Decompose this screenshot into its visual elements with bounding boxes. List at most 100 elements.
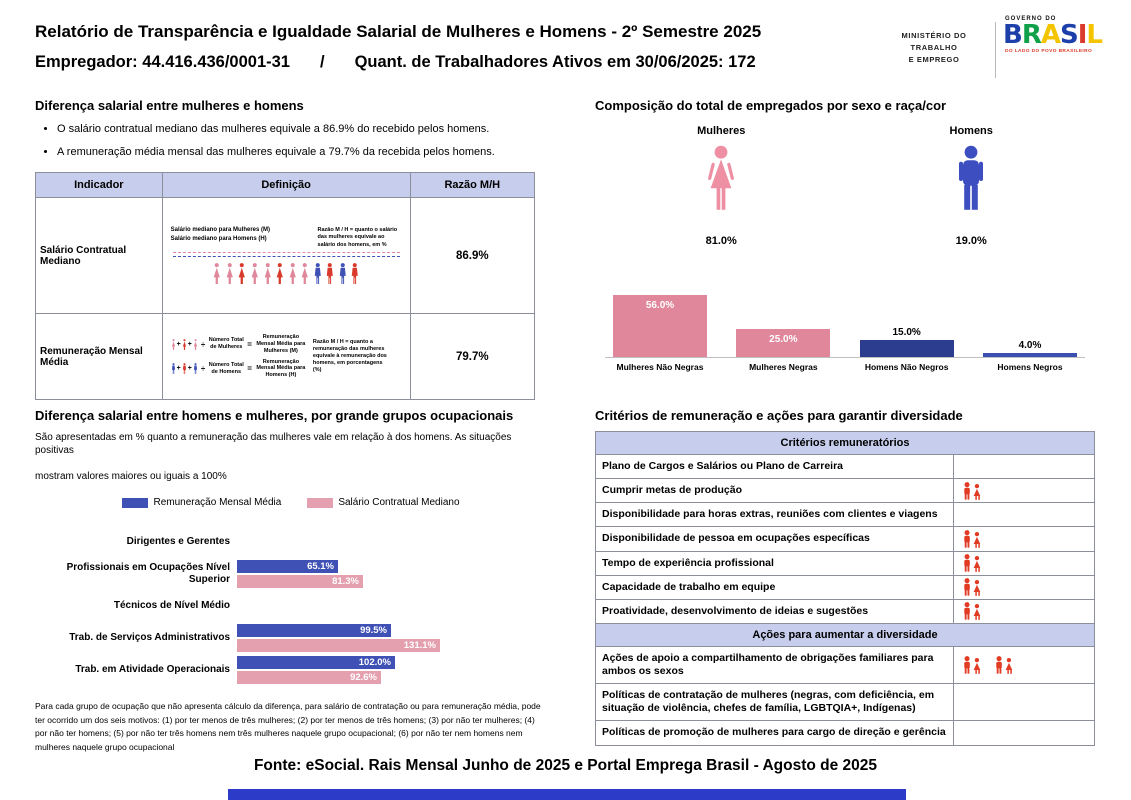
ministry-line: TRABALHO [910, 43, 958, 52]
occupational-footnote: Para cada grupo de ocupação que não apre… [35, 701, 541, 752]
median-women-label: Salário mediano para Mulheres (M) [170, 227, 270, 234]
women-label: Mulheres [697, 125, 746, 137]
women-group: Mulheres 81.0% [697, 125, 745, 247]
composition-title: Composição do total de empregados por se… [595, 98, 947, 113]
occupational-row-2: Técnicos de Nível Médio [35, 590, 547, 622]
active-workers: Quant. de Trabalhadores Ativos em 30/06/… [354, 53, 756, 71]
bar [982, 353, 1077, 357]
legend-swatch-blue [122, 497, 149, 508]
bar [859, 340, 954, 357]
female-person-icon [301, 262, 308, 284]
definition-diagram-average: + + ÷ Número Total de Mulheres = Remunera… [161, 313, 411, 400]
criteria-label: Cumprir metas de produção [595, 478, 954, 504]
ratio-note: Razão M / H = quanto a remuneração das m… [312, 338, 387, 374]
occupational-category-label: Profissionais em Ocupações Nível Superio… [66, 562, 230, 585]
divide-sign: ÷ [200, 364, 206, 374]
composition-bar-group-2: 15.0% Homens Não Negros [859, 271, 954, 372]
criteria-label: Políticas de promoção de mulheres para c… [595, 720, 954, 746]
criteria-label: Ações de apoio a compartilhamento de obr… [595, 645, 954, 685]
criteria-indicator-cell [953, 453, 1095, 480]
occupational-row-1: Profissionais em Ocupações Nível Superio… [35, 558, 547, 590]
composition-bar-chart: 56.0% Mulheres Não Negras 25.0% Mulheres Ne… [595, 271, 1095, 372]
criteria-section-header: Ações para aumentar a diversidade [595, 622, 1095, 647]
bar-value-label: 102.0% [358, 657, 391, 668]
criteria-label: Plano de Cargos e Salários ou Plano de C… [595, 453, 954, 480]
female-person-icon [264, 262, 271, 284]
criteria-label: Disponibilidade para horas extras, reuni… [595, 502, 954, 528]
logo-divider [995, 22, 996, 78]
female-person-icon [226, 262, 233, 284]
table-row-average-pay: Remuneração Mensal Média + + ÷ Número Tot… [35, 313, 536, 400]
equals-sign: = [247, 364, 252, 374]
criteria-title: Critérios de remuneração e ações para ga… [595, 408, 963, 423]
composition-section: Composição do total de empregados por se… [595, 98, 1095, 372]
result-women: Remuneração Mensal Média para Mulheres (… [256, 333, 306, 354]
occupational-section: Diferença salarial entre homens e mulher… [35, 408, 547, 754]
salary-gap-bullets: O salário contratual mediano das mulhere… [57, 123, 537, 158]
diversity-people-icon [964, 656, 981, 674]
men-label: Homens [949, 125, 993, 137]
ministry-line: MINISTÉRIO DO [901, 31, 967, 40]
employer-line: Empregador: 44.416.436/0001-31 / Quant. … [35, 53, 756, 72]
female-person-icon [239, 262, 246, 284]
bar-salario-mediano: 92.6% [237, 671, 381, 684]
criteria-row: Tempo de experiência profissional [595, 550, 1095, 576]
female-person-icon [171, 338, 175, 350]
criteria-label: Proatividade, desenvolvimento de ideias … [595, 598, 954, 624]
divisor-women: Número Total de Mulheres [208, 337, 244, 351]
female-person-icon [193, 338, 197, 350]
legend-item-remuneracao: Remuneração Mensal Média [122, 497, 281, 508]
gov-brasil-logo: GOVERNO DO BRASIL DO LADO DO POVO BRASIL… [1003, 16, 1113, 54]
occupational-subtitle: São apresentadas em % quanto a remuneraç… [35, 432, 512, 482]
composition-bar-group-0: 56.0% Mulheres Não Negras [613, 271, 707, 372]
bottom-blue-bar [228, 789, 906, 800]
occupational-title: Diferença salarial entre homens e mulher… [35, 408, 514, 423]
criteria-table: Critérios remuneratórios Plano de Cargos … [595, 431, 1095, 746]
occupational-legend: Remuneração Mensal Média Salário Contrat… [35, 497, 547, 508]
composition-bar-group-1: 25.0% Mulheres Negras [736, 271, 831, 372]
operator-sign: + [176, 365, 181, 373]
col-definicao: Definição [161, 172, 411, 198]
dashed-line-women [172, 251, 400, 253]
dashed-line-men [172, 255, 400, 257]
male-person-icon [314, 262, 321, 284]
criteria-indicator-cell [953, 550, 1095, 576]
criteria-row: Políticas de contratação de mulheres (ne… [595, 683, 1095, 722]
operator-sign: + [176, 340, 181, 348]
female-person-icon [289, 262, 296, 284]
table-row-median-salary: Salário Contratual Mediano Salário media… [35, 197, 536, 314]
criteria-indicator-cell [953, 720, 1095, 746]
diversity-people-icon [996, 656, 1013, 674]
separator: / [320, 53, 325, 71]
female-person-icon [276, 262, 283, 284]
criteria-indicator-cell [953, 502, 1095, 528]
criteria-section-header-row: Ações para aumentar a diversidade [595, 622, 1095, 647]
criteria-row: Cumprir metas de produção [595, 478, 1095, 504]
occupational-category-label: Técnicos de Nível Médio [113, 600, 230, 611]
result-men: Remuneração Mensal Média para Homens (H) [256, 358, 306, 379]
bar-salario-mediano: 81.3% [237, 575, 363, 588]
gov-logo-letter: R [1021, 20, 1042, 50]
bar-remuneracao-media: 65.1% [237, 560, 338, 573]
composition-bar-group-3: 4.0% Homens Negros [982, 271, 1077, 372]
operator-sign: + [187, 365, 192, 373]
occupational-row-0: Dirigentes e Gerentes [35, 526, 547, 558]
criteria-row: Proatividade, desenvolvimento de ideias … [595, 598, 1095, 624]
salary-gap-section: Diferença salarial entre mulheres e home… [35, 98, 537, 400]
criteria-indicator-cell [953, 598, 1095, 624]
criteria-section-header: Critérios remuneratórios [595, 431, 1095, 455]
female-person-icon [182, 338, 186, 350]
gov-logo-letter: S [1059, 20, 1079, 50]
indicator-table: Indicador Definição Razão M/H Salário Co… [35, 172, 536, 400]
formula-women: + + ÷ Número Total de Mulheres = Remunera… [171, 334, 307, 355]
legend-swatch-pink [307, 497, 334, 508]
criteria-indicator-cell [953, 478, 1095, 504]
ministry-line: E EMPREGO [908, 55, 960, 64]
criteria-indicator-cell [953, 574, 1095, 600]
occupational-row-4: Trab. em Atividade Operacionais 102.0% 92.… [35, 654, 547, 686]
bullet-average-pay: A remuneração média mensal das mulheres … [57, 146, 537, 158]
male-person-icon [339, 262, 346, 284]
female-person-icon [214, 262, 221, 284]
occupational-category-label: Trab. em Atividade Operacionais [75, 664, 230, 675]
